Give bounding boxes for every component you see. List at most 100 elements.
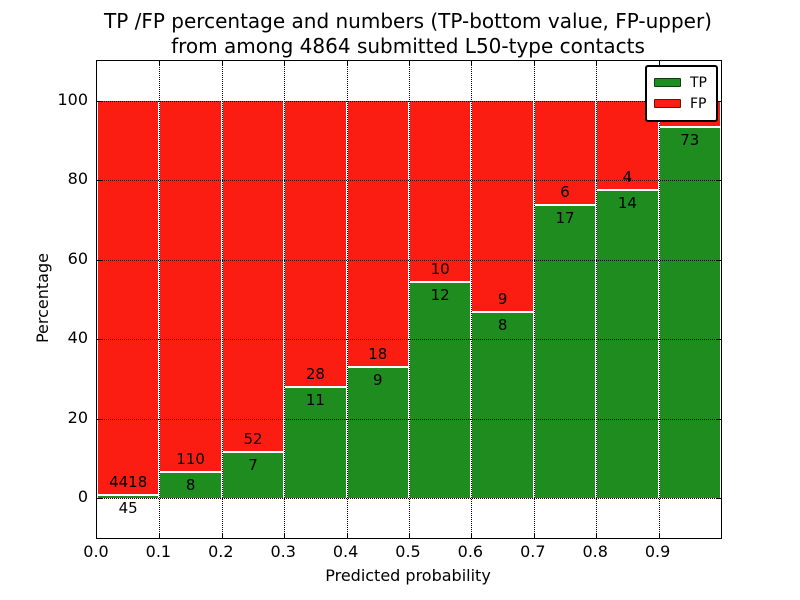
x-tick-label: 0.8 [582,542,608,561]
y-axis-label: Percentage [33,253,52,344]
y-tick-label: 60 [67,248,88,268]
y-tick-label: 80 [67,169,88,189]
gridline-vertical [596,61,598,538]
y-tick-mark-left [97,498,102,500]
bar-label-fp: 4 [622,168,633,187]
x-tick-mark-top [409,61,410,66]
x-tick-mark-top [471,61,473,66]
bar-segment-tp [346,365,409,499]
y-tick-label: 40 [67,328,88,348]
legend-item-tp: TP [654,72,709,93]
x-tick-label: 0.3 [270,542,296,561]
bar-label-fp: 52 [243,430,263,449]
x-tick-mark-top [346,61,348,66]
x-tick-mark-bottom [533,533,535,538]
x-tick-mark-bottom [658,533,660,538]
bar-segment-fp [97,100,160,495]
gridline-vertical [409,61,410,538]
bar-label-fp: 9 [497,290,508,309]
gridline-vertical [533,61,535,538]
y-tick-mark-left [97,259,102,261]
x-tick-mark-bottom [221,533,223,538]
chart-title: TP /FP percentage and numbers (TP-bottom… [96,9,720,59]
gridline-vertical [159,61,161,538]
bar-segment-tp [221,451,285,499]
gridline-vertical [284,61,286,538]
y-tick-mark-left [97,418,102,420]
legend-item-fp: FP [654,93,709,114]
bar-label-tp: 45 [118,499,138,518]
bar-label-tp: 17 [555,209,575,228]
x-tick-mark-bottom [284,533,286,538]
x-tick-mark-top [658,61,660,66]
bar-label-tp: 11 [305,391,325,410]
legend: TP FP [645,65,718,122]
x-tick-mark-top [284,61,286,66]
gridline-vertical [471,61,473,538]
bar-segment-tp [596,189,659,499]
x-tick-label: 0.2 [208,542,234,561]
bar-segment-fp [284,100,347,387]
bar-segment-tp [533,204,597,499]
bar-segment-fp [409,100,472,282]
bar-label-tp: 8 [497,316,508,335]
gridline-vertical [221,61,223,538]
x-tick-label: 0.0 [83,542,109,561]
x-tick-mark-top [221,61,223,66]
x-tick-mark-bottom [159,533,161,538]
x-tick-mark-bottom [471,533,473,538]
x-tick-mark-bottom [596,533,598,538]
bar-segment-fp [346,100,409,366]
bar-segment-fp [159,100,222,472]
x-axis-label: Predicted probability [325,566,491,585]
bar-segment-tp [284,386,347,499]
bar-label-tp: 12 [430,286,450,305]
y-tick-mark-right [716,339,721,341]
y-tick-mark-right [716,100,721,102]
y-tick-mark-left [97,180,102,182]
y-tick-mark-right [716,418,721,420]
y-tick-mark-left [97,100,102,102]
x-tick-mark-bottom [409,533,410,538]
y-tick-mark-right [716,180,721,182]
bar-label-fp: 110 [176,450,205,469]
x-tick-mark-top [533,61,535,66]
bar-label-tp: 7 [248,456,258,475]
bar-label-tp: 8 [185,476,196,495]
plot-area: 44184511085272811189101298617414573 [96,60,722,539]
bar-label-fp: 10 [430,260,450,279]
bar-segment-tp [409,281,472,499]
bar-segment-fp [221,100,285,452]
y-tick-mark-right [716,498,721,500]
bar-segment-tp [658,126,721,499]
y-tick-mark-left [97,339,102,341]
x-tick-mark-top [596,61,598,66]
bar-label-tp: 9 [373,370,383,389]
x-tick-mark-top [159,61,161,66]
bar-segment-tp [97,494,160,499]
x-tick-label: 0.6 [457,542,484,561]
x-tick-label: 0.5 [395,542,421,561]
x-tick-label: 0.1 [145,542,172,561]
bar-label-tp: 73 [680,131,700,150]
x-tick-label: 0.9 [644,542,671,561]
chart-title-line2: from among 4864 submitted L50-type conta… [171,34,645,58]
bar-segment-fp [471,100,534,312]
gridline-vertical [658,61,660,538]
tp-legend-swatch [654,78,681,87]
bar-label-fp: 4418 [109,473,148,492]
y-tick-mark-right [716,259,721,261]
bar-label-fp: 18 [368,344,388,363]
x-tick-label: 0.4 [332,542,359,561]
bar-label-fp: 28 [305,365,325,384]
fp-legend-label: FP [690,95,707,112]
x-tick-label: 0.7 [520,542,546,561]
y-tick-label: 100 [57,89,88,109]
bar-label-tp: 14 [617,194,637,213]
gridline-vertical [346,61,348,538]
fp-legend-swatch [654,99,681,108]
x-tick-mark-bottom [346,533,348,538]
y-tick-label: 20 [67,407,88,427]
bar-label-fp: 6 [560,183,570,202]
